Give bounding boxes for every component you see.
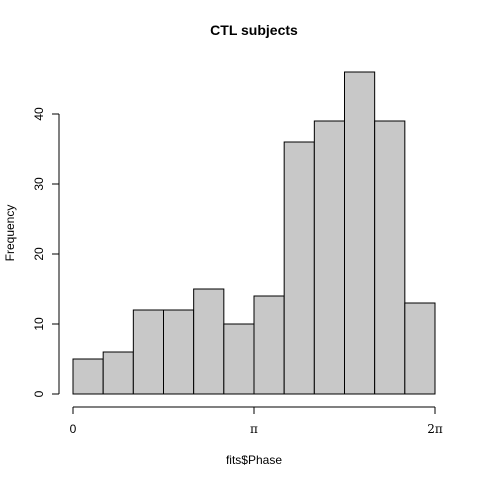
histogram-bar (254, 296, 284, 394)
x-axis-label: fits$Phase (226, 453, 282, 467)
histogram-bar (375, 121, 405, 394)
histogram-bar (164, 310, 194, 394)
y-tick-label: 0 (32, 390, 46, 397)
x-tick-label: 2π (427, 422, 443, 436)
histogram-bar (345, 72, 375, 394)
y-tick-label: 40 (32, 107, 46, 121)
histogram-bar (103, 352, 133, 394)
y-tick-label: 30 (32, 177, 46, 191)
y-tick-label: 10 (32, 317, 46, 331)
histogram-bar (284, 142, 314, 394)
histogram-bar (405, 303, 435, 394)
y-axis-label: Frequency (3, 205, 17, 262)
histogram-bar (314, 121, 344, 394)
histogram-bar (133, 310, 163, 394)
histogram-bar (73, 359, 103, 394)
y-tick-label: 20 (32, 247, 46, 261)
histogram-bar (224, 324, 254, 394)
y-axis: 0 10 20 30 40 (32, 107, 59, 397)
x-tick-label: 0 (70, 422, 77, 436)
x-tick-label: π (250, 422, 258, 436)
x-axis: 0 π 2π (70, 407, 443, 436)
chart-title: CTL subjects (210, 22, 298, 38)
bars-group (73, 72, 435, 394)
histogram-bar (194, 289, 224, 394)
